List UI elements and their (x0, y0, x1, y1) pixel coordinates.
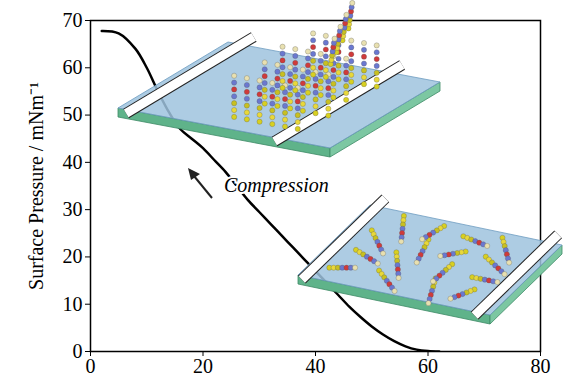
svg-text:10: 10 (63, 293, 83, 315)
svg-text:40: 40 (63, 151, 83, 173)
svg-text:Surface Pressure / mNm⁻¹: Surface Pressure / mNm⁻¹ (25, 82, 47, 290)
svg-text:0: 0 (86, 355, 96, 377)
svg-text:60: 60 (418, 355, 438, 377)
svg-text:50: 50 (63, 103, 83, 125)
svg-text:20: 20 (193, 355, 213, 377)
svg-text:Compression: Compression (224, 174, 329, 197)
svg-text:60: 60 (63, 56, 83, 78)
svg-text:20: 20 (63, 245, 83, 267)
svg-text:70: 70 (63, 9, 83, 31)
svg-text:40: 40 (306, 355, 326, 377)
svg-text:0: 0 (73, 340, 83, 362)
svg-text:30: 30 (63, 198, 83, 220)
svg-text:80: 80 (531, 355, 551, 377)
